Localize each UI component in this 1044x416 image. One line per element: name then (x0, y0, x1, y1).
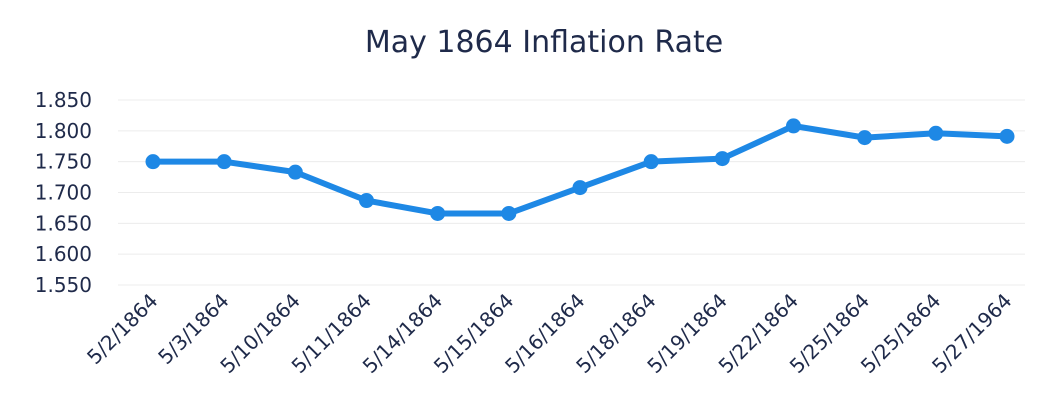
data-point (999, 128, 1015, 144)
y-tick-label: 1.750 (35, 150, 92, 174)
data-point (430, 205, 446, 221)
y-tick-label: 1.850 (35, 88, 92, 112)
series-line-path (150, 122, 1010, 217)
data-point (145, 154, 161, 170)
series-line (150, 122, 1010, 217)
data-point (216, 154, 232, 170)
data-point (643, 154, 659, 170)
y-tick-label: 1.700 (35, 181, 92, 205)
data-point (928, 125, 944, 141)
data-points (145, 118, 1015, 221)
data-point (287, 164, 303, 180)
data-point (501, 205, 517, 221)
data-point (857, 130, 873, 146)
x-axis-ticks: 5/2/18645/3/18645/10/18645/11/18645/14/1… (82, 289, 1016, 378)
data-point (714, 151, 730, 167)
y-tick-label: 1.600 (35, 242, 92, 266)
y-tick-label: 1.550 (35, 273, 92, 297)
y-tick-label: 1.800 (35, 119, 92, 143)
chart-title: May 1864 Inflation Rate (365, 25, 723, 60)
gridlines (118, 99, 1025, 286)
data-point (359, 193, 374, 209)
data-point (786, 118, 801, 134)
y-axis-ticks: 1.850 1.800 1.750 1.700 1.650 1.600 1.550 (35, 88, 92, 297)
data-point (572, 180, 588, 196)
y-tick-label: 1.650 (35, 211, 92, 235)
x-tick-label: 5/2/1864 (82, 289, 162, 369)
